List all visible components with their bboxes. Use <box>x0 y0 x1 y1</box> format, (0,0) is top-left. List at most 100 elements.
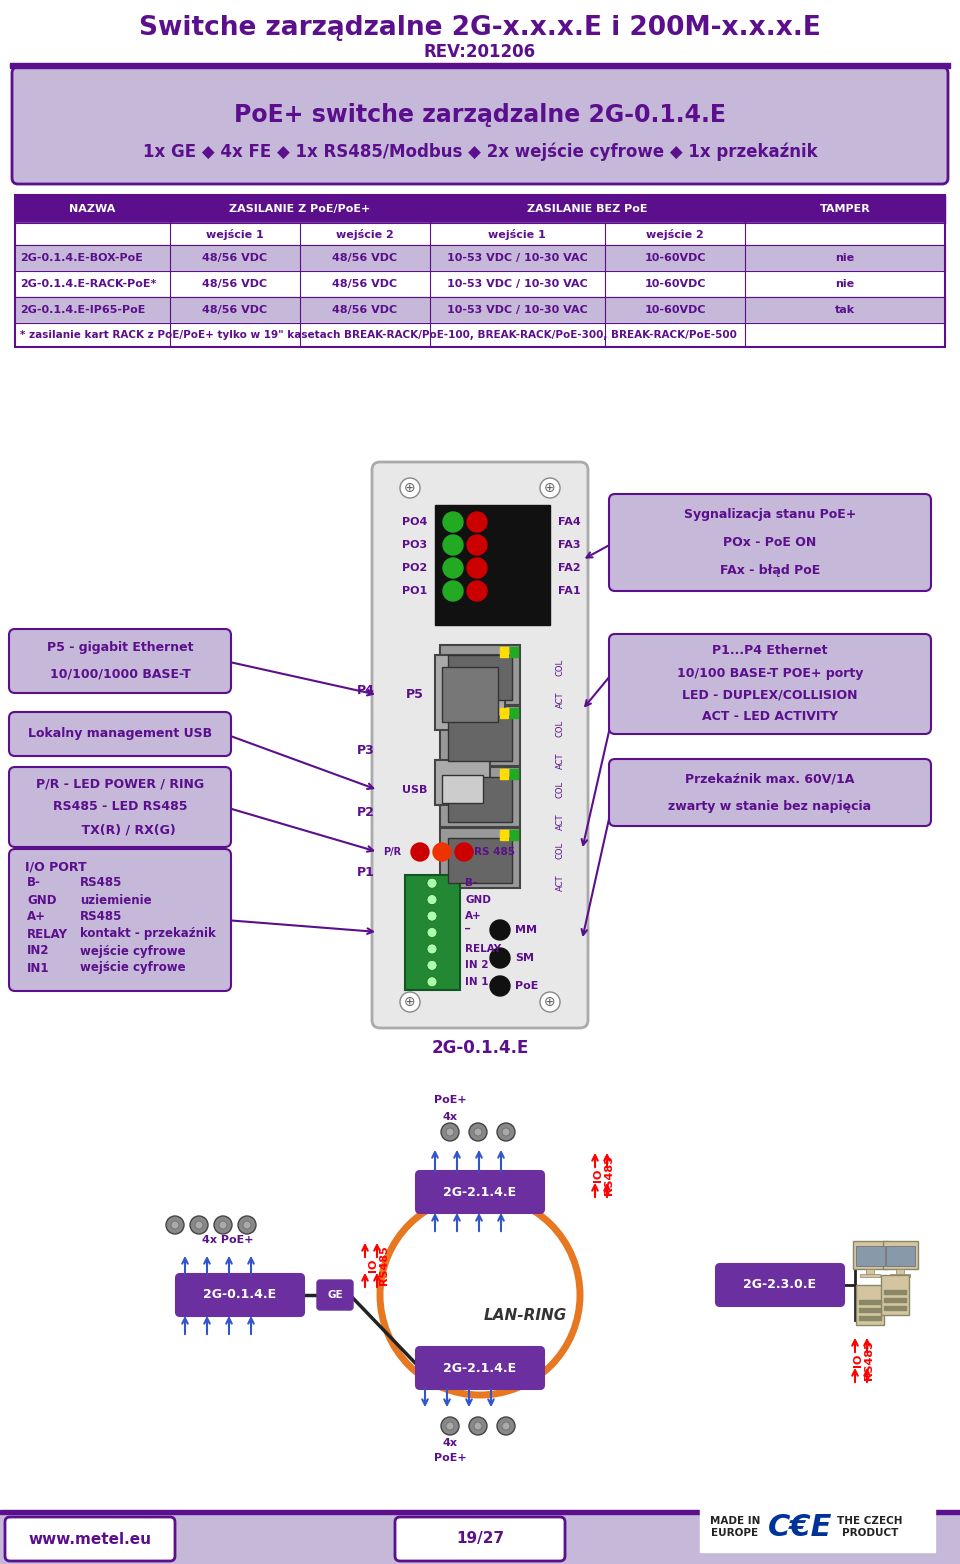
Bar <box>860 1275 880 1276</box>
FancyBboxPatch shape <box>9 629 231 693</box>
Text: 4x PoE+: 4x PoE+ <box>203 1236 253 1245</box>
Text: ZASILANIE Z PoE/PoE+: ZASILANIE Z PoE/PoE+ <box>229 203 371 214</box>
Text: COL: COL <box>556 719 564 737</box>
Circle shape <box>171 1221 179 1229</box>
Text: COL: COL <box>556 841 564 859</box>
Bar <box>896 1268 904 1275</box>
Circle shape <box>427 960 437 970</box>
Text: PO1: PO1 <box>401 586 427 596</box>
Circle shape <box>502 1128 510 1135</box>
Circle shape <box>490 976 510 996</box>
Text: ⊕: ⊕ <box>404 995 416 1009</box>
Text: P5 - gigabit Ethernet: P5 - gigabit Ethernet <box>47 641 193 654</box>
Bar <box>440 766 520 827</box>
Circle shape <box>446 1422 454 1429</box>
Text: FA3: FA3 <box>558 540 581 551</box>
Bar <box>15 196 945 224</box>
Bar <box>500 708 508 718</box>
Circle shape <box>427 978 437 987</box>
Circle shape <box>446 1128 454 1135</box>
Text: P2: P2 <box>357 805 375 818</box>
Circle shape <box>441 1417 459 1436</box>
FancyBboxPatch shape <box>416 1347 544 1389</box>
FancyBboxPatch shape <box>9 712 231 755</box>
Bar <box>866 1268 874 1275</box>
Text: 10/100/1000 BASE-T: 10/100/1000 BASE-T <box>50 668 190 680</box>
Text: MADE IN
EUROPE: MADE IN EUROPE <box>709 1516 760 1537</box>
Circle shape <box>469 1417 487 1436</box>
Text: P3: P3 <box>357 744 375 757</box>
Text: LAN-RING: LAN-RING <box>484 1308 566 1323</box>
Text: COL: COL <box>556 658 564 676</box>
Bar <box>15 271 945 297</box>
Circle shape <box>455 843 473 862</box>
Text: B-: B- <box>465 879 477 888</box>
Bar <box>15 297 945 324</box>
Text: 48/56 VDC: 48/56 VDC <box>203 305 268 314</box>
Text: TAMPER: TAMPER <box>820 203 871 214</box>
Circle shape <box>166 1215 184 1234</box>
Text: RS485: RS485 <box>379 1245 389 1286</box>
Text: * zasilanie kart RACK z PoE/PoE+ tylko w 19" kasetach BREAK-RACK/PoE-100, BREAK-: * zasilanie kart RACK z PoE/PoE+ tylko w… <box>20 330 737 339</box>
Circle shape <box>490 920 510 940</box>
Text: 10-60VDC: 10-60VDC <box>644 278 706 289</box>
Text: ‾: ‾ <box>465 927 470 937</box>
Circle shape <box>502 1422 510 1429</box>
Circle shape <box>427 895 437 904</box>
Text: P1: P1 <box>357 866 375 879</box>
Text: ⊕: ⊕ <box>404 482 416 494</box>
FancyBboxPatch shape <box>416 1171 544 1214</box>
Text: 2G-2.3.0.E: 2G-2.3.0.E <box>743 1278 817 1292</box>
FancyBboxPatch shape <box>176 1275 304 1315</box>
Bar <box>884 1290 906 1293</box>
Bar <box>884 1306 906 1311</box>
Text: 2G-2.1.4.E: 2G-2.1.4.E <box>444 1362 516 1375</box>
Text: wejście cyfrowe: wejście cyfrowe <box>80 962 185 974</box>
Bar <box>405 874 460 990</box>
Text: PO2: PO2 <box>401 563 427 572</box>
Text: P1...P4 Ethernet: P1...P4 Ethernet <box>712 644 828 657</box>
Circle shape <box>427 879 437 888</box>
Text: IN 2: IN 2 <box>465 960 489 970</box>
Bar <box>859 1308 881 1312</box>
Circle shape <box>427 927 437 937</box>
Circle shape <box>497 1417 515 1436</box>
Text: tak: tak <box>835 305 855 314</box>
Text: PO3: PO3 <box>402 540 427 551</box>
Text: 48/56 VDC: 48/56 VDC <box>332 253 397 263</box>
Text: nie: nie <box>835 278 854 289</box>
Text: 2G-0.1.4.E-RACK-PoE*: 2G-0.1.4.E-RACK-PoE* <box>20 278 156 289</box>
Bar <box>853 1240 888 1268</box>
Text: RS485: RS485 <box>864 1340 874 1379</box>
Text: A+: A+ <box>27 910 46 923</box>
Text: 10-53 VDC / 10-30 VAC: 10-53 VDC / 10-30 VAC <box>446 305 588 314</box>
Text: 1x GE ◆ 4x FE ◆ 1x RS485/Modbus ◆ 2x wejście cyfrowe ◆ 1x przekaźnik: 1x GE ◆ 4x FE ◆ 1x RS485/Modbus ◆ 2x wej… <box>143 142 817 161</box>
Circle shape <box>474 1128 482 1135</box>
Text: P5: P5 <box>406 688 424 702</box>
Text: wejście 2: wejście 2 <box>646 228 704 239</box>
Text: IN 1: IN 1 <box>465 978 489 987</box>
Text: 10/100 BASE-T POE+ porty: 10/100 BASE-T POE+ porty <box>677 666 863 679</box>
Text: FAx - błąd PoE: FAx - błąd PoE <box>720 565 820 577</box>
Bar <box>859 1300 881 1304</box>
FancyBboxPatch shape <box>395 1517 565 1561</box>
Bar <box>500 769 508 779</box>
Text: USB: USB <box>402 785 428 795</box>
Circle shape <box>243 1221 251 1229</box>
Bar <box>0 1514 960 1564</box>
Text: TX(R) / RX(G): TX(R) / RX(G) <box>64 823 176 837</box>
Circle shape <box>467 580 487 601</box>
Text: POx - PoE ON: POx - PoE ON <box>724 536 817 549</box>
Bar <box>510 708 518 718</box>
Text: ⊕: ⊕ <box>544 995 556 1009</box>
Text: RS485: RS485 <box>80 910 122 923</box>
Text: nie: nie <box>835 253 854 263</box>
Text: 48/56 VDC: 48/56 VDC <box>332 305 397 314</box>
Circle shape <box>411 843 429 862</box>
Text: PoE: PoE <box>515 981 539 992</box>
Bar <box>442 666 498 723</box>
Text: Sygnalizacja stanu PoE+: Sygnalizacja stanu PoE+ <box>684 508 856 521</box>
Circle shape <box>219 1221 227 1229</box>
Circle shape <box>214 1215 232 1234</box>
Circle shape <box>427 912 437 921</box>
